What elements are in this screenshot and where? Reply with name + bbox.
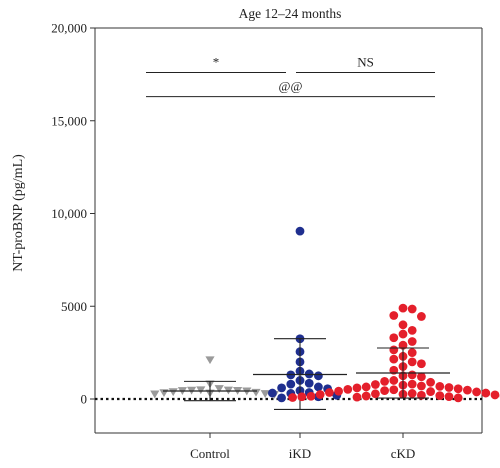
data-point (168, 388, 178, 397)
chart-title: Age 12–24 months (239, 6, 342, 21)
significance-label: * (213, 55, 220, 70)
data-point (361, 391, 371, 401)
y-tick-label: 5000 (61, 299, 87, 314)
data-point (314, 382, 323, 392)
data-point (453, 393, 463, 403)
data-point (251, 388, 261, 397)
data-point (407, 370, 417, 380)
data-point (463, 385, 472, 395)
x-tick-label: Control (190, 446, 230, 461)
x-tick-label: iKD (289, 446, 311, 461)
data-point (352, 392, 362, 402)
y-tick-label: 0 (81, 392, 88, 407)
data-point (389, 345, 399, 355)
data-point (398, 329, 408, 339)
data-point (205, 356, 215, 365)
data-point (417, 312, 426, 321)
data-point (398, 303, 408, 313)
data-point (343, 384, 353, 394)
data-point (472, 387, 481, 397)
data-point (325, 388, 334, 397)
y-axis-title: NT-proBNP (pg/mL) (11, 154, 26, 272)
data-point (277, 393, 286, 403)
y-tick-label: 10,000 (51, 206, 87, 221)
data-point (426, 387, 435, 396)
data-point (417, 390, 426, 400)
data-point (277, 383, 286, 393)
data-point (481, 388, 491, 398)
data-point (444, 392, 454, 401)
significance-label: NS (357, 55, 374, 70)
data-point (288, 393, 297, 402)
data-point (417, 381, 426, 391)
data-point (444, 383, 454, 392)
data-point (389, 376, 399, 385)
data-point (407, 389, 417, 398)
plot-area: 0 5000 10,000 15,000 20,000 Control iKD cKD * NS @… (51, 21, 500, 461)
data-point (361, 382, 371, 392)
data-point (352, 383, 362, 393)
data-point (407, 337, 417, 346)
significance-label: @@ (279, 79, 303, 94)
data-point (214, 385, 224, 393)
data-point (417, 372, 426, 382)
data-point (150, 390, 160, 399)
data-point (268, 388, 277, 398)
data-point (407, 357, 417, 367)
data-point (407, 325, 417, 335)
data-point (407, 348, 417, 358)
data-point (389, 333, 399, 343)
data-point (490, 390, 500, 400)
data-point (315, 390, 325, 399)
data-point (398, 320, 408, 330)
data-point (295, 226, 305, 236)
data-point (435, 381, 445, 391)
data-point (435, 391, 445, 401)
data-point (389, 311, 399, 320)
data-point (286, 379, 296, 389)
data-point (196, 386, 206, 395)
data-point (389, 385, 399, 395)
data-point (417, 359, 426, 369)
data-point (371, 389, 380, 399)
data-point (260, 390, 270, 398)
data-point (426, 377, 435, 387)
data-point (380, 386, 389, 396)
data-point (453, 384, 463, 394)
y-tick-label: 15,000 (51, 113, 87, 128)
data-point (297, 392, 307, 402)
x-tick-label: cKD (391, 446, 416, 461)
y-tick-label: 20,000 (51, 21, 87, 36)
data-point (306, 391, 316, 401)
data-point (334, 386, 343, 396)
data-point (389, 354, 399, 364)
data-point (407, 304, 417, 314)
data-point (398, 340, 408, 350)
data-point (304, 378, 314, 388)
data-point (159, 389, 169, 398)
data-point (371, 380, 380, 389)
data-point (407, 379, 417, 389)
data-point (314, 371, 323, 381)
data-point (380, 376, 389, 386)
